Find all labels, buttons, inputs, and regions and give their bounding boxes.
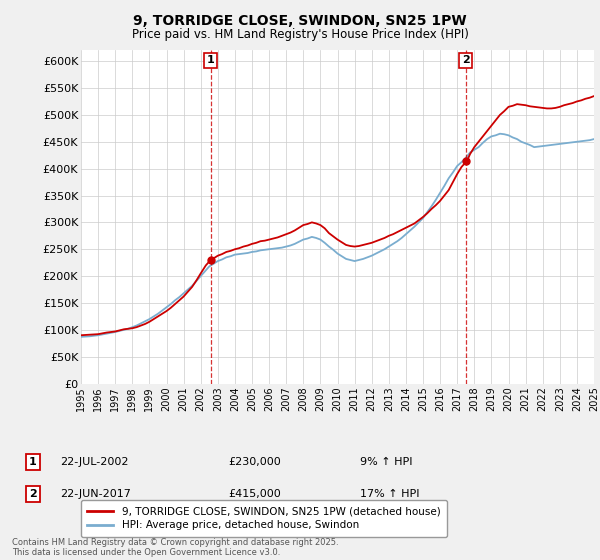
Text: Contains HM Land Registry data © Crown copyright and database right 2025.
This d: Contains HM Land Registry data © Crown c… [12, 538, 338, 557]
Text: 2: 2 [462, 55, 470, 66]
Text: Price paid vs. HM Land Registry's House Price Index (HPI): Price paid vs. HM Land Registry's House … [131, 28, 469, 41]
Text: 2: 2 [29, 489, 37, 499]
Text: £230,000: £230,000 [228, 457, 281, 467]
Legend: 9, TORRIDGE CLOSE, SWINDON, SN25 1PW (detached house), HPI: Average price, detac: 9, TORRIDGE CLOSE, SWINDON, SN25 1PW (de… [81, 500, 447, 536]
Text: 9% ↑ HPI: 9% ↑ HPI [360, 457, 413, 467]
Text: 22-JUN-2017: 22-JUN-2017 [60, 489, 131, 499]
Text: 1: 1 [29, 457, 37, 467]
Text: 9, TORRIDGE CLOSE, SWINDON, SN25 1PW: 9, TORRIDGE CLOSE, SWINDON, SN25 1PW [133, 14, 467, 28]
Text: 1: 1 [207, 55, 215, 66]
Text: 17% ↑ HPI: 17% ↑ HPI [360, 489, 419, 499]
Text: 22-JUL-2002: 22-JUL-2002 [60, 457, 128, 467]
Text: £415,000: £415,000 [228, 489, 281, 499]
